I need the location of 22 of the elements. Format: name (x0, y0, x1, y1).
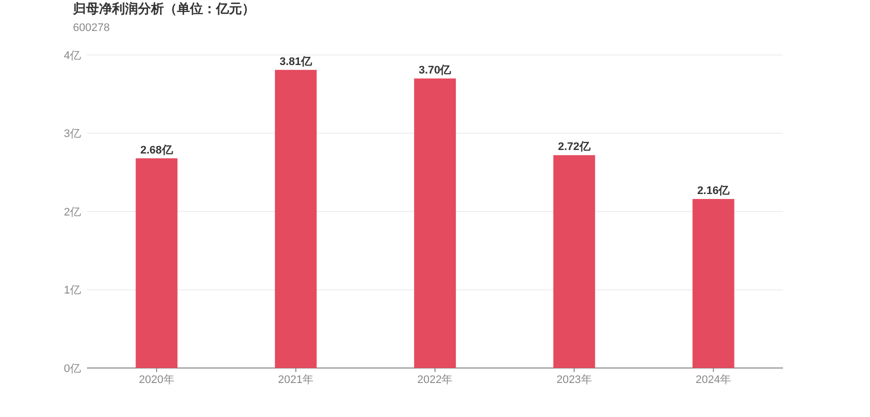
bar (553, 155, 596, 368)
data-label: 3.70亿 (418, 64, 452, 76)
y-tick-label: 0亿 (64, 362, 81, 375)
y-tick-label: 2亿 (64, 206, 81, 218)
y-tick-label: 3亿 (64, 128, 81, 140)
x-tick-label: 2020年 (138, 374, 174, 386)
data-label: 2.68亿 (140, 144, 174, 156)
bar (274, 70, 317, 368)
bar (692, 198, 734, 368)
y-tick-label: 1亿 (64, 284, 81, 297)
y-tick-label: 4亿 (64, 50, 81, 62)
bar (136, 158, 178, 368)
x-tick-label: 2024年 (696, 374, 732, 386)
data-label: 2.72亿 (558, 141, 592, 154)
bar (414, 78, 456, 368)
x-tick-label: 2021年 (278, 374, 314, 386)
x-tick-label: 2023年 (556, 374, 592, 386)
data-label: 3.81亿 (280, 56, 313, 68)
chart-title: 归母净利润分析（单位：亿元） (72, 1, 255, 16)
data-label: 2.16亿 (697, 184, 731, 197)
chart-subtitle: 600278 (73, 22, 110, 34)
x-tick-label: 2022年 (417, 374, 453, 386)
